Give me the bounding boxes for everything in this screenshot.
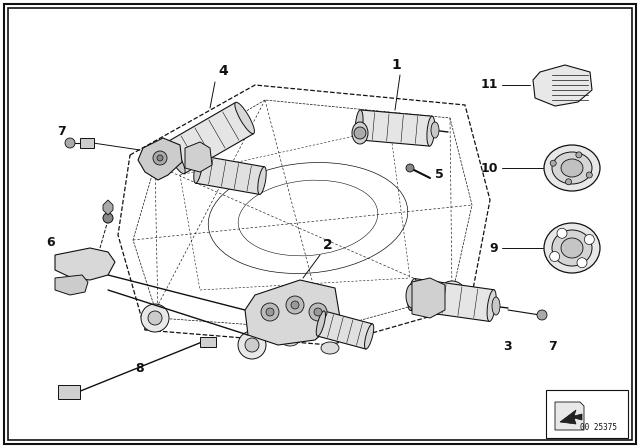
- Ellipse shape: [352, 122, 368, 144]
- Ellipse shape: [194, 155, 202, 183]
- Circle shape: [245, 338, 259, 352]
- Bar: [58, 385, 80, 399]
- Circle shape: [406, 164, 414, 172]
- Ellipse shape: [492, 297, 500, 315]
- Circle shape: [550, 160, 556, 166]
- Circle shape: [445, 288, 459, 302]
- Text: 8: 8: [136, 362, 144, 375]
- Polygon shape: [412, 278, 445, 318]
- Bar: [80, 138, 94, 148]
- Polygon shape: [560, 410, 582, 424]
- Polygon shape: [196, 155, 264, 194]
- Polygon shape: [185, 142, 212, 172]
- Circle shape: [584, 234, 595, 245]
- Circle shape: [148, 311, 162, 325]
- Polygon shape: [103, 200, 113, 215]
- Polygon shape: [118, 85, 490, 345]
- Circle shape: [309, 303, 327, 321]
- Polygon shape: [317, 311, 372, 349]
- Ellipse shape: [561, 238, 583, 258]
- Ellipse shape: [408, 279, 417, 310]
- Circle shape: [586, 172, 593, 178]
- Ellipse shape: [281, 334, 299, 346]
- Circle shape: [103, 213, 113, 223]
- Circle shape: [577, 258, 587, 268]
- Circle shape: [354, 127, 366, 139]
- Polygon shape: [358, 110, 432, 146]
- Text: 9: 9: [490, 241, 498, 254]
- Text: 00 25375: 00 25375: [579, 423, 616, 432]
- Circle shape: [153, 151, 167, 165]
- Polygon shape: [166, 103, 253, 173]
- Circle shape: [141, 304, 169, 332]
- Ellipse shape: [427, 116, 435, 146]
- Circle shape: [65, 138, 75, 148]
- Text: 1: 1: [391, 58, 401, 72]
- Circle shape: [314, 308, 322, 316]
- Polygon shape: [410, 279, 494, 321]
- Ellipse shape: [544, 223, 600, 273]
- Polygon shape: [245, 280, 340, 345]
- Text: 2: 2: [323, 238, 333, 252]
- Circle shape: [438, 281, 466, 309]
- Circle shape: [157, 155, 163, 161]
- Ellipse shape: [552, 152, 592, 184]
- Ellipse shape: [365, 324, 374, 349]
- Polygon shape: [55, 275, 88, 295]
- Text: 4: 4: [218, 64, 228, 78]
- Polygon shape: [555, 402, 584, 430]
- Text: 7: 7: [58, 125, 67, 138]
- Polygon shape: [533, 65, 592, 106]
- Text: 10: 10: [481, 161, 498, 175]
- Circle shape: [576, 152, 582, 158]
- Text: 6: 6: [46, 236, 55, 249]
- Bar: [200, 337, 216, 347]
- Text: 11: 11: [481, 78, 498, 91]
- Circle shape: [566, 179, 572, 185]
- Circle shape: [266, 308, 274, 316]
- Ellipse shape: [561, 159, 583, 177]
- Ellipse shape: [406, 284, 418, 308]
- Ellipse shape: [544, 145, 600, 191]
- Ellipse shape: [487, 290, 496, 321]
- Ellipse shape: [258, 167, 266, 194]
- Ellipse shape: [166, 142, 185, 174]
- Ellipse shape: [431, 122, 439, 138]
- Ellipse shape: [321, 342, 339, 354]
- Circle shape: [286, 296, 304, 314]
- Ellipse shape: [552, 230, 592, 266]
- Circle shape: [261, 303, 279, 321]
- Circle shape: [557, 228, 567, 238]
- Bar: [546, 390, 628, 438]
- Ellipse shape: [235, 102, 255, 134]
- Text: 7: 7: [548, 340, 557, 353]
- Polygon shape: [138, 138, 182, 180]
- Ellipse shape: [355, 110, 363, 140]
- Circle shape: [238, 331, 266, 359]
- Polygon shape: [55, 248, 115, 280]
- Text: 3: 3: [503, 340, 511, 353]
- Ellipse shape: [316, 311, 326, 336]
- Circle shape: [537, 310, 547, 320]
- Circle shape: [291, 301, 299, 309]
- Circle shape: [550, 251, 559, 262]
- Text: 5: 5: [435, 168, 444, 181]
